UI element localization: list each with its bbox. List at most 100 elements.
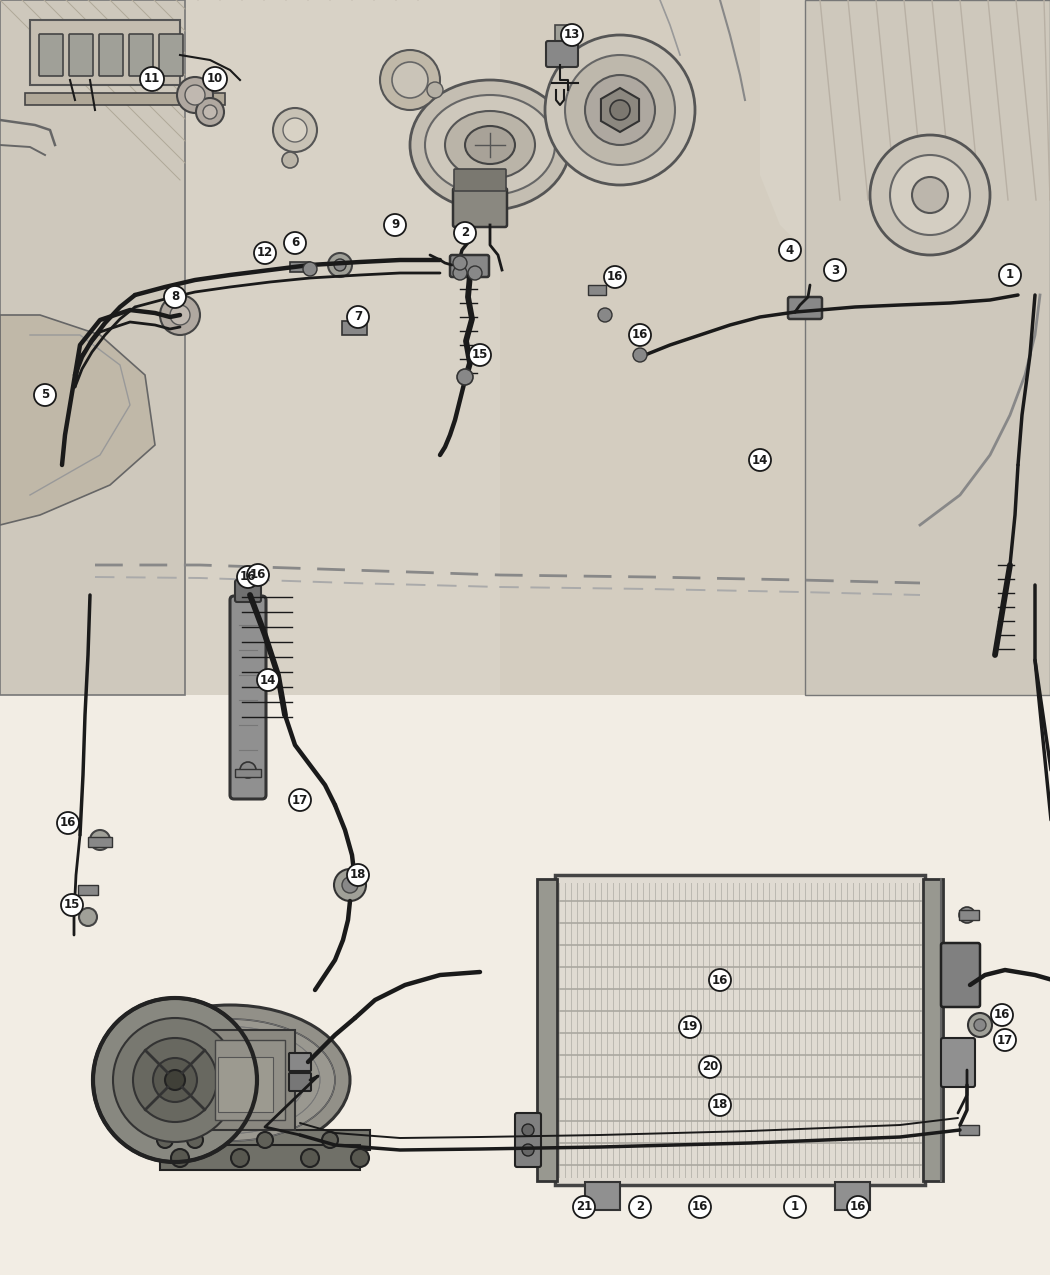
Circle shape <box>384 214 406 236</box>
Text: 16: 16 <box>239 570 256 584</box>
FancyBboxPatch shape <box>230 595 266 799</box>
Circle shape <box>522 1125 534 1136</box>
Text: 7: 7 <box>354 311 362 324</box>
Circle shape <box>427 82 443 98</box>
Polygon shape <box>601 88 639 133</box>
Text: 12: 12 <box>257 246 273 260</box>
Circle shape <box>604 266 626 288</box>
Bar <box>555 26 567 60</box>
Text: 18: 18 <box>712 1099 729 1112</box>
Circle shape <box>113 1017 237 1142</box>
FancyBboxPatch shape <box>450 255 489 277</box>
FancyBboxPatch shape <box>514 1113 541 1167</box>
Circle shape <box>160 295 200 335</box>
Text: 5: 5 <box>41 389 49 402</box>
Text: 16: 16 <box>250 569 267 581</box>
Bar <box>290 261 310 272</box>
Circle shape <box>164 286 186 309</box>
FancyBboxPatch shape <box>99 34 123 76</box>
Circle shape <box>328 252 352 277</box>
Bar <box>835 1182 870 1210</box>
Circle shape <box>185 85 205 105</box>
Circle shape <box>153 1058 197 1102</box>
Circle shape <box>79 908 97 926</box>
Ellipse shape <box>125 1019 335 1141</box>
Bar <box>537 878 556 1181</box>
Bar <box>588 286 606 295</box>
Text: 2: 2 <box>636 1201 644 1214</box>
Text: 10: 10 <box>207 73 223 85</box>
Text: 21: 21 <box>575 1201 592 1214</box>
Bar <box>0 0 1050 695</box>
Circle shape <box>289 789 311 811</box>
FancyBboxPatch shape <box>159 34 183 76</box>
FancyBboxPatch shape <box>289 1053 311 1071</box>
Text: 17: 17 <box>292 793 308 807</box>
Circle shape <box>203 105 217 119</box>
Text: 8: 8 <box>171 291 180 303</box>
Circle shape <box>303 261 317 275</box>
Circle shape <box>709 1094 731 1116</box>
Text: 16: 16 <box>692 1201 708 1214</box>
Circle shape <box>469 344 491 366</box>
Bar <box>218 1057 273 1112</box>
Text: 1: 1 <box>791 1201 799 1214</box>
Bar <box>150 1130 370 1150</box>
Circle shape <box>140 68 164 91</box>
Bar <box>342 321 368 335</box>
Circle shape <box>237 566 259 588</box>
Circle shape <box>610 99 630 120</box>
FancyBboxPatch shape <box>129 34 153 76</box>
Circle shape <box>561 24 583 46</box>
Circle shape <box>629 324 651 346</box>
Circle shape <box>999 264 1021 286</box>
Circle shape <box>93 998 257 1162</box>
FancyBboxPatch shape <box>69 34 93 76</box>
Circle shape <box>177 76 213 113</box>
Bar <box>25 93 225 105</box>
Polygon shape <box>0 315 155 525</box>
Text: 16: 16 <box>607 270 624 283</box>
Circle shape <box>346 864 369 886</box>
Text: 16: 16 <box>849 1201 866 1214</box>
Circle shape <box>824 259 846 280</box>
Text: 16: 16 <box>712 974 729 987</box>
FancyBboxPatch shape <box>235 580 261 602</box>
Text: 1: 1 <box>1006 269 1014 282</box>
Text: 11: 11 <box>144 73 160 85</box>
Text: 3: 3 <box>831 264 839 277</box>
Circle shape <box>912 177 948 213</box>
Bar <box>585 1182 619 1210</box>
Ellipse shape <box>445 111 536 179</box>
Circle shape <box>273 108 317 152</box>
Bar <box>0 0 185 695</box>
Circle shape <box>34 384 56 405</box>
Circle shape <box>257 669 279 691</box>
Circle shape <box>633 348 647 362</box>
Circle shape <box>187 1132 203 1148</box>
Bar <box>160 1145 360 1170</box>
Circle shape <box>392 62 428 98</box>
Circle shape <box>679 1016 701 1038</box>
Text: 4: 4 <box>785 244 794 256</box>
Circle shape <box>284 119 307 142</box>
Text: 16: 16 <box>632 329 648 342</box>
Text: 20: 20 <box>701 1061 718 1074</box>
Circle shape <box>247 564 269 586</box>
Circle shape <box>133 1038 217 1122</box>
Circle shape <box>468 266 482 280</box>
Text: 14: 14 <box>752 454 769 467</box>
Circle shape <box>454 222 476 244</box>
Circle shape <box>870 135 990 255</box>
Bar <box>959 1125 979 1135</box>
Ellipse shape <box>110 1005 350 1155</box>
Bar <box>959 910 979 921</box>
FancyBboxPatch shape <box>454 170 506 191</box>
Circle shape <box>346 306 369 328</box>
Text: 16: 16 <box>993 1009 1010 1021</box>
Bar <box>555 875 925 1184</box>
Text: 6: 6 <box>291 236 299 250</box>
FancyBboxPatch shape <box>289 1074 311 1091</box>
Circle shape <box>784 1196 806 1218</box>
Circle shape <box>453 266 467 280</box>
